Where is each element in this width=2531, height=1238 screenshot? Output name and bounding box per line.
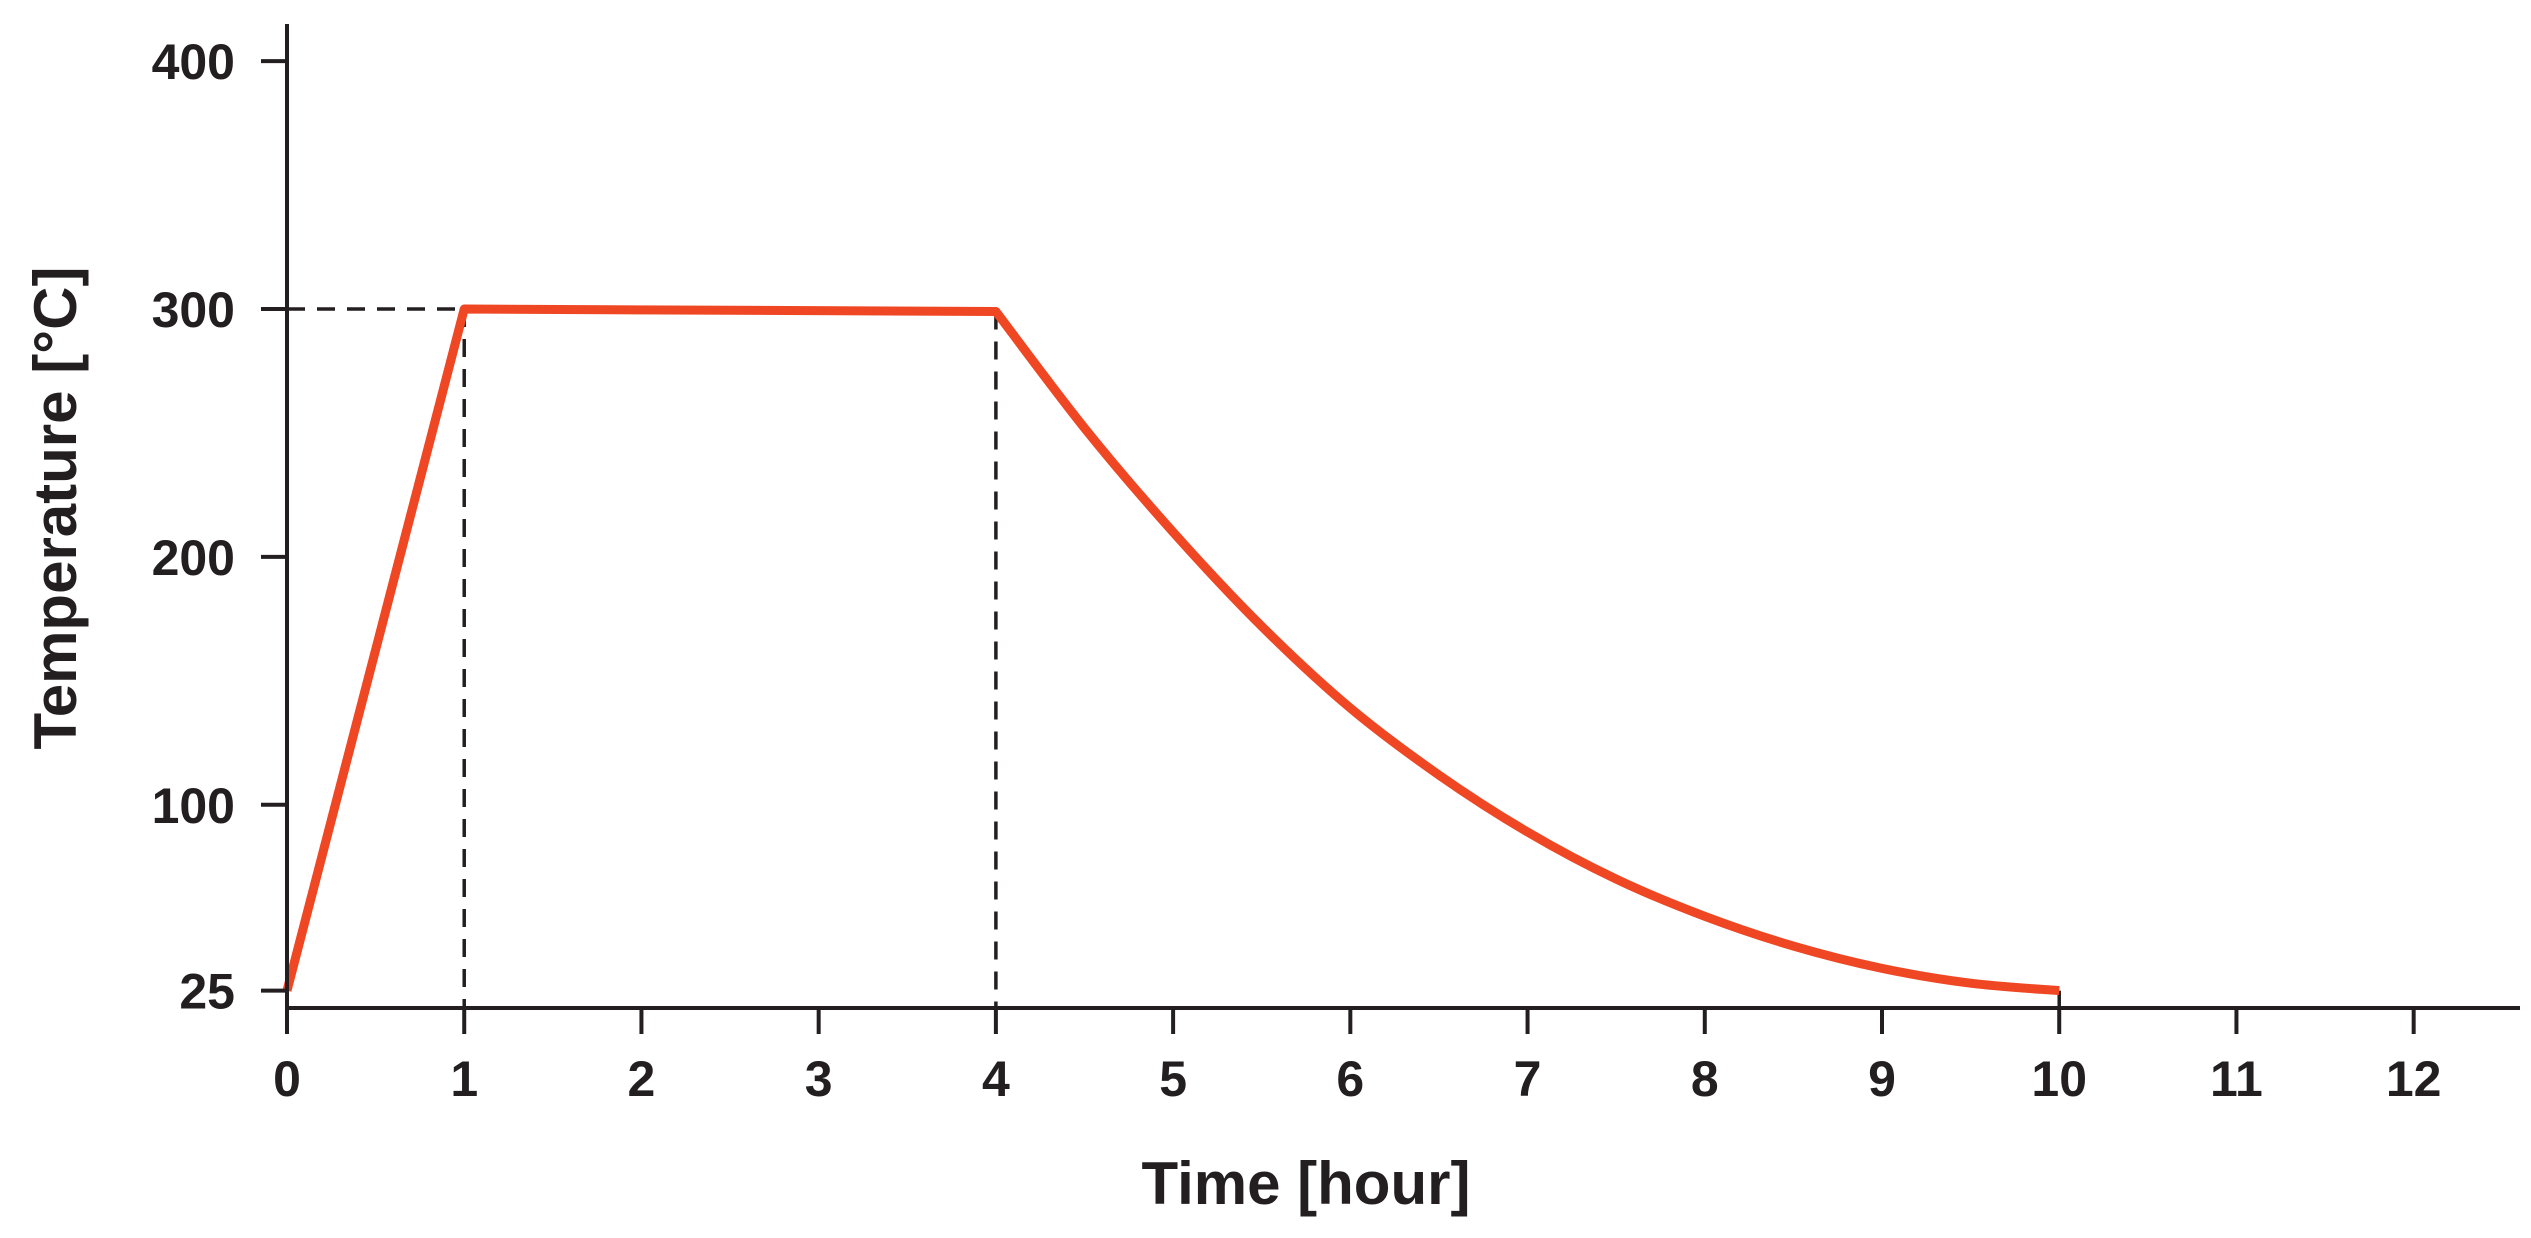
x-tick-label: 7 (1514, 1051, 1542, 1107)
y-tick-label: 25 (179, 964, 235, 1020)
x-tick-label: 6 (1336, 1051, 1364, 1107)
x-tick-label: 12 (2386, 1051, 2442, 1107)
x-tick-label: 2 (628, 1051, 656, 1107)
y-tick-label: 300 (152, 282, 235, 338)
x-tick-label: 1 (450, 1051, 478, 1107)
y-axis-ticks: 25 100 200 300 400 (152, 34, 287, 1020)
x-tick-label: 0 (273, 1051, 301, 1107)
y-tick-label: 400 (152, 34, 235, 90)
x-tick-label: 10 (2031, 1051, 2087, 1107)
x-tick-label: 4 (982, 1051, 1010, 1107)
x-axis-label: Time [hour] (1142, 1150, 1471, 1217)
reference-lines (287, 307, 2061, 1008)
axes (285, 24, 2520, 1010)
x-tick-label: 8 (1691, 1051, 1719, 1107)
x-tick-label: 11 (2210, 1051, 2263, 1107)
y-tick-label: 200 (152, 530, 235, 586)
x-axis-ticks: 0 1 2 3 4 5 6 7 8 9 10 11 12 (273, 1008, 2441, 1107)
x-tick-label: 3 (805, 1051, 833, 1107)
y-tick-label: 100 (152, 778, 235, 834)
x-tick-label: 9 (1868, 1051, 1896, 1107)
series-layer (282, 304, 2060, 996)
x-tick-label: 5 (1159, 1051, 1187, 1107)
y-axis-label: Temperature [°C] (22, 267, 89, 750)
temperature-series-line (282, 304, 2060, 996)
